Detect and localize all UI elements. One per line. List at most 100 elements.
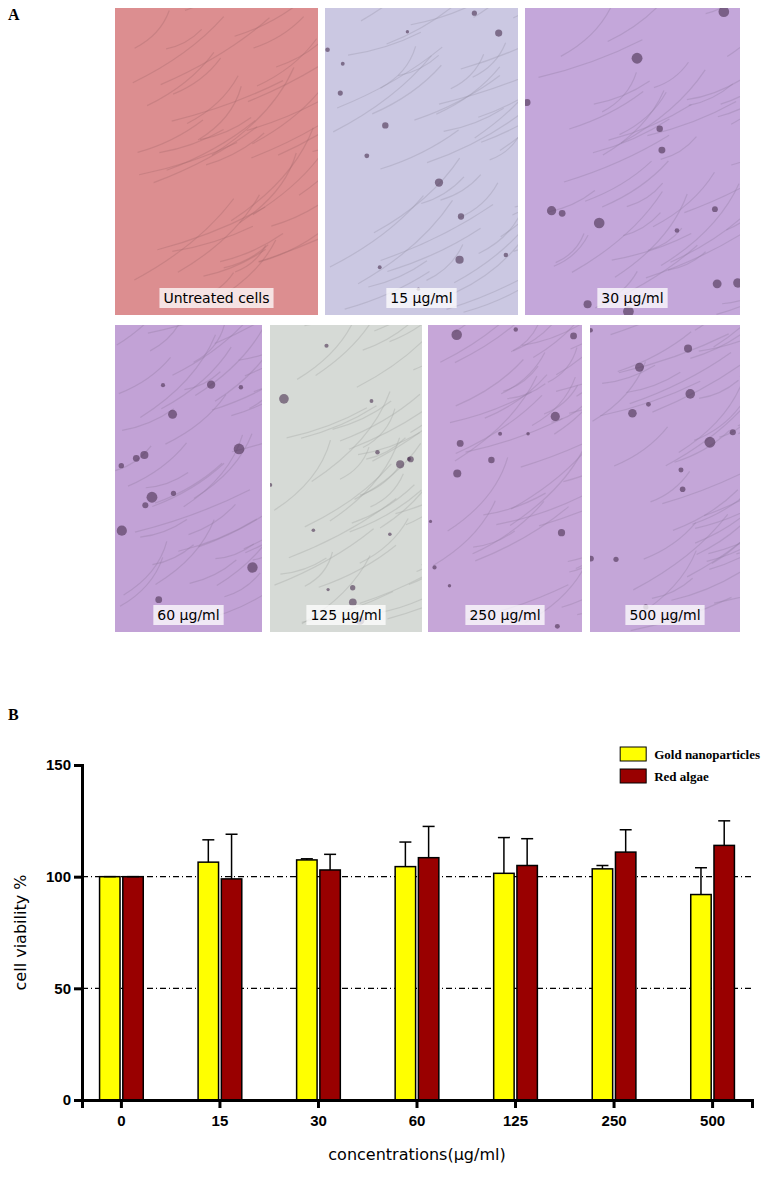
y-tick: 150 [46,756,82,773]
particle [234,444,245,455]
cell-streak [739,481,740,499]
x-tick-mark [514,1100,517,1108]
texture [325,8,518,312]
cell-streak [380,130,458,169]
bar [320,870,340,1100]
cell-streak [554,367,582,434]
particle [338,91,343,96]
y-tick-mark [74,987,82,990]
error-cap [324,854,336,856]
cell-streak [159,130,223,153]
cell-streak [704,468,740,515]
particle [279,394,289,404]
cell-streak [124,541,167,595]
error-line [625,830,627,852]
cell-streak [215,325,262,343]
micrograph-image [270,325,422,632]
cell-streak [507,384,545,399]
legend-item: Red algae [620,769,709,784]
cell-streak [135,11,170,49]
particle [472,11,477,16]
cell-streak [363,325,418,350]
particle [559,210,566,217]
particle [675,228,680,233]
error-line [329,854,331,870]
cell-streak [410,345,422,432]
cell-streak [231,128,313,221]
error-cap [202,839,214,841]
cell-streak [654,62,688,87]
legend-item: Gold nanoparticles [620,747,760,762]
error-cap [498,837,510,839]
particle [632,53,643,64]
cell-streak [448,457,508,531]
micrograph-image [525,8,740,315]
y-tick: 50 [54,980,82,997]
cell-streak [485,375,547,419]
cell-streak [305,552,333,586]
particle [684,345,692,353]
cell-streak [539,476,582,526]
cell-streak [165,395,226,444]
cell-streak [224,245,268,268]
cell-streak [585,161,651,201]
cell-streak [138,120,203,152]
cell-streak [361,8,442,21]
cell-streak [235,8,302,36]
error-line [428,826,430,857]
cell-streak [539,40,643,78]
error-line [700,868,702,895]
particle [142,502,148,508]
cell-streak [572,192,662,273]
cell-streak [483,493,545,515]
error-bar [226,834,238,879]
cell-streak [500,73,518,150]
cell-streak [514,200,518,252]
cell-streak [413,325,422,370]
particle [590,556,594,562]
x-tick-mark [613,1100,616,1108]
x-tick: 500 [700,1100,725,1129]
particle [713,279,722,288]
x-tick-mark [120,1100,123,1108]
cell-streak [630,352,731,403]
cell-streak [694,406,740,440]
x-tick-label: 125 [503,1112,528,1129]
cell-streak [257,39,317,86]
error-bar [521,839,533,866]
x-tick: 250 [602,1100,627,1129]
error-bar [423,826,435,857]
cell-streak [259,208,318,261]
cell-streak [652,578,693,598]
x-tick: 60 [409,1100,426,1129]
particle [635,363,644,372]
legend-swatch [620,747,646,761]
cell-streak [501,352,545,393]
y-tick-label: 50 [54,980,71,997]
cell-streak [217,513,262,585]
error-bar [324,854,336,870]
cell-streak [411,8,486,25]
cell-streak [633,514,727,590]
particle [658,147,665,154]
cell-streak [719,414,740,437]
cell-streak [612,234,691,261]
y-tick-mark [74,1099,82,1102]
particle [594,218,605,229]
particle [161,383,165,387]
cell-streak [360,555,422,603]
cell-streak [614,427,667,466]
particle [495,30,502,37]
particle [119,463,124,468]
particle [525,99,531,106]
cell-streak [532,377,575,425]
series [100,838,712,1100]
cell-streak [374,325,422,331]
y-tick: 0 [63,1091,82,1108]
particle [718,8,729,17]
caption-background [306,605,385,625]
particle [140,451,148,459]
caption: Untreated cells [163,290,269,306]
cell-streak [212,369,262,410]
error-line [208,840,210,862]
